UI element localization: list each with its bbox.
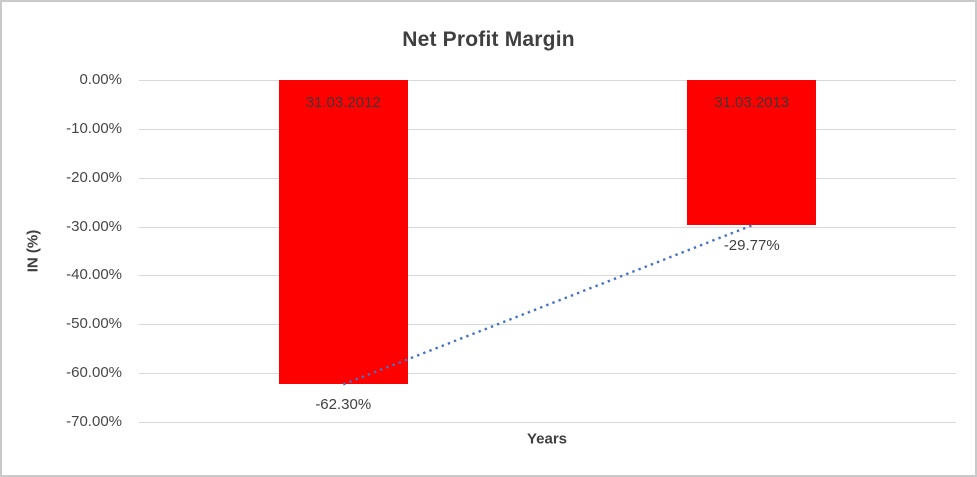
data-label: -62.30% [315,396,372,414]
y-tick-label: -20.00% [66,168,122,186]
y-tick-label: -60.00% [66,364,122,382]
gridline [139,177,956,179]
y-tick-label: -40.00% [66,266,122,284]
gridline [139,275,956,277]
bar-31.03.2013 [687,80,817,226]
gridline [139,373,956,375]
y-tick-label: -30.00% [66,217,122,235]
y-tick-label: -10.00% [66,119,122,137]
gridline [139,324,956,326]
gridline [139,80,956,81]
y-tick-label: -50.00% [66,315,122,333]
data-label: -29.77% [723,237,780,255]
bar-31.03.2012 [278,80,408,385]
bar-category-label: 31.03.2013 [714,94,790,111]
chart-title: Net Profit Margin [402,28,575,51]
y-tick-label: -70.00% [66,413,122,430]
gridline [139,422,956,423]
y-tick-label: 0.00% [79,71,122,88]
bar-category-label: 31.03.2012 [305,94,381,111]
gridline [139,226,956,228]
gridline [139,128,956,130]
x-axis-title: Years [526,430,568,448]
